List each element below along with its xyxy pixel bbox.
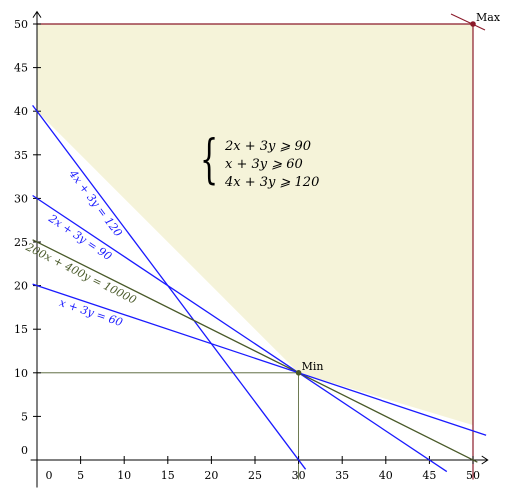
constraint-system: { 2x + 3y ⩾ 90 x + 3y ⩾ 60 4x + 3y ⩾ 120	[200, 130, 350, 196]
x-tick-label-5: 25	[248, 469, 262, 482]
boundary-line-4	[32, 283, 487, 436]
feasible-region	[37, 24, 473, 426]
constraint-list: 2x + 3y ⩾ 90 x + 3y ⩾ 60 4x + 3y ⩾ 120	[225, 138, 319, 192]
x-tick-label-4: 20	[204, 469, 218, 482]
max-objective-line	[450, 13, 486, 31]
point-max	[470, 21, 476, 27]
boundary-line-label-4: x + 3y = 60	[58, 296, 125, 329]
x-tick-label-9: 45	[422, 469, 436, 482]
x-tick-label-0: 0	[46, 469, 53, 482]
y-tick-label-7: 35	[14, 149, 28, 162]
y-tick-label-1: 5	[21, 410, 28, 423]
x-tick-label-8: 40	[379, 469, 393, 482]
point-min	[295, 370, 302, 376]
y-tick-label-4: 20	[14, 280, 28, 293]
y-axis-arrow-icon	[32, 10, 42, 18]
point-label-max: Max	[476, 11, 501, 24]
x-tick-label-6: 30	[292, 469, 306, 482]
y-tick-label-6: 30	[14, 192, 28, 205]
x-tick-label-1: 5	[77, 469, 84, 482]
boundary-line-3	[32, 239, 478, 463]
constraint-3: 4x + 3y ⩾ 120	[225, 175, 320, 190]
points-layer	[295, 13, 486, 376]
y-tick-label-0: 0	[21, 444, 28, 457]
feasible-region-layer	[37, 23, 474, 480]
boundary-line-1	[32, 105, 307, 470]
y-tick-label-9: 45	[14, 62, 28, 75]
constraint-1: 2x + 3y ⩾ 90	[225, 139, 312, 154]
x-tick-label-7: 35	[335, 469, 349, 482]
x-tick-label-2: 10	[117, 469, 131, 482]
left-brace-icon: {	[200, 130, 219, 190]
y-tick-label-2: 10	[14, 367, 28, 380]
boundary-line-label-3: 200x + 400y = 10000	[23, 240, 139, 307]
point-label-min: Min	[302, 360, 324, 373]
boundary-lines-layer	[32, 105, 487, 473]
y-tick-label-5: 25	[14, 236, 28, 249]
x-tick-label-3: 15	[161, 469, 175, 482]
axes-layer: 0 5 10 15 20 25 30 35 40 45 50 0 5 10 15 20 25 30 35 40 45 50	[14, 10, 489, 488]
x-tick-label-10: 50	[466, 469, 480, 482]
constraint-2: x + 3y ⩾ 60	[225, 157, 303, 172]
y-tick-label-10: 50	[14, 18, 28, 31]
y-tick-label-8: 40	[14, 105, 28, 118]
boundary-line-2	[32, 194, 448, 473]
x-axis-arrow-icon	[481, 455, 489, 465]
y-tick-label-3: 15	[14, 323, 28, 336]
